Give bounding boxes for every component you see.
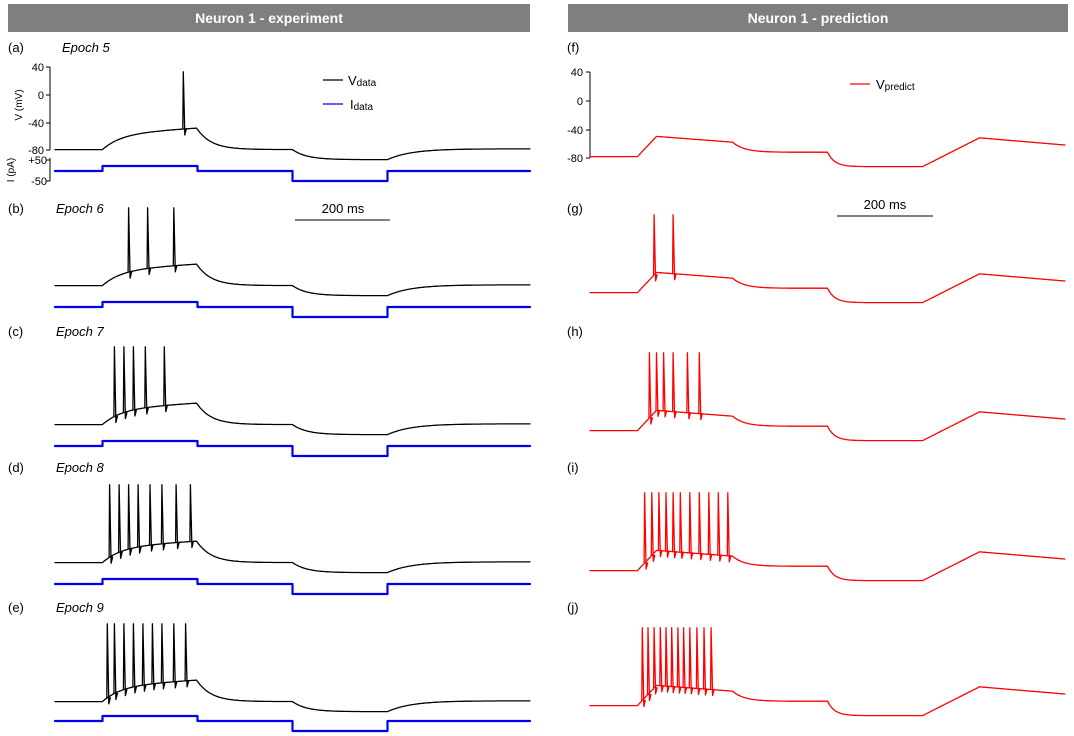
v-predict-trace-f — [589, 135, 1066, 168]
legend-idata-label: Idata — [350, 97, 374, 113]
v-predict-trace-h — [589, 352, 1066, 442]
legend-vpredict-label: Vpredict — [876, 77, 915, 93]
right-v-axis — [586, 71, 591, 159]
scale-bar-right: 200 ms — [837, 197, 933, 217]
i-tick-pos50: +50 — [28, 155, 47, 167]
scale-bar-left: 200 ms — [295, 201, 390, 221]
left-header-banner — [8, 4, 530, 32]
v-tick-0: 0 — [38, 90, 44, 102]
panel-label-c: (c) — [8, 324, 23, 339]
right-v-tick-40: 40 — [571, 67, 583, 79]
v-data-trace-e — [54, 623, 531, 713]
v-axis-title: V (mV) — [14, 89, 25, 120]
legend-vdata-label: Vdata — [348, 73, 377, 89]
i-data-trace-c — [53, 439, 532, 458]
v-data-trace-b — [54, 207, 531, 297]
i-axis-title: I (pA) — [6, 158, 17, 182]
traces — [53, 71, 1066, 733]
scale-bar-right-label: 200 ms — [864, 197, 907, 212]
legend-right: Vpredict — [850, 77, 915, 93]
panel-label-f: (f) — [567, 40, 579, 55]
v-tick-neg80: -80 — [28, 145, 44, 157]
epoch-label-c: Epoch 7 — [56, 324, 104, 339]
i-data-trace-e — [53, 714, 532, 733]
right-v-tick-0: 0 — [577, 96, 583, 108]
panel-label-i: (i) — [567, 460, 579, 475]
v-predict-trace-j — [589, 627, 1066, 717]
panel-label-e: (e) — [8, 600, 24, 615]
v-predict-trace-i — [589, 492, 1066, 582]
panel-label-h: (h) — [567, 324, 583, 339]
right-header-banner — [568, 4, 1068, 32]
v-data-trace-a — [54, 71, 531, 161]
right-v-tick-neg40: -40 — [567, 125, 583, 137]
right-v-tick-neg80: -80 — [567, 153, 583, 165]
v-data-trace-c — [54, 346, 531, 436]
epoch-label-e: Epoch 9 — [56, 600, 104, 615]
left-v-axis — [46, 66, 51, 151]
panel-label-j: (j) — [567, 600, 579, 615]
v-data-trace-d — [54, 484, 531, 574]
panel-label-b: (b) — [8, 201, 24, 216]
scale-bar-left-label: 200 ms — [322, 201, 365, 216]
left-header-title: Neuron 1 - experiment — [195, 10, 343, 26]
i-data-trace-d — [53, 577, 532, 596]
i-data-trace-b — [53, 300, 532, 319]
i-data-trace-a — [53, 164, 532, 183]
panel-label-a: (a) — [8, 40, 24, 55]
v-predict-trace-g — [589, 214, 1066, 304]
epoch-label-b: Epoch 6 — [56, 201, 104, 216]
v-tick-neg40: -40 — [28, 118, 44, 130]
panel-label-g: (g) — [567, 201, 583, 216]
i-tick-neg50: -50 — [31, 176, 47, 188]
panel-label-d: (d) — [8, 460, 24, 475]
legend-left: Vdata Idata — [323, 73, 377, 113]
epoch-label-d: Epoch 8 — [56, 460, 104, 475]
v-tick-40: 40 — [32, 62, 44, 74]
left-i-axis — [46, 158, 51, 182]
right-header-title: Neuron 1 - prediction — [748, 10, 889, 26]
epoch-label-a: Epoch 5 — [62, 40, 110, 55]
